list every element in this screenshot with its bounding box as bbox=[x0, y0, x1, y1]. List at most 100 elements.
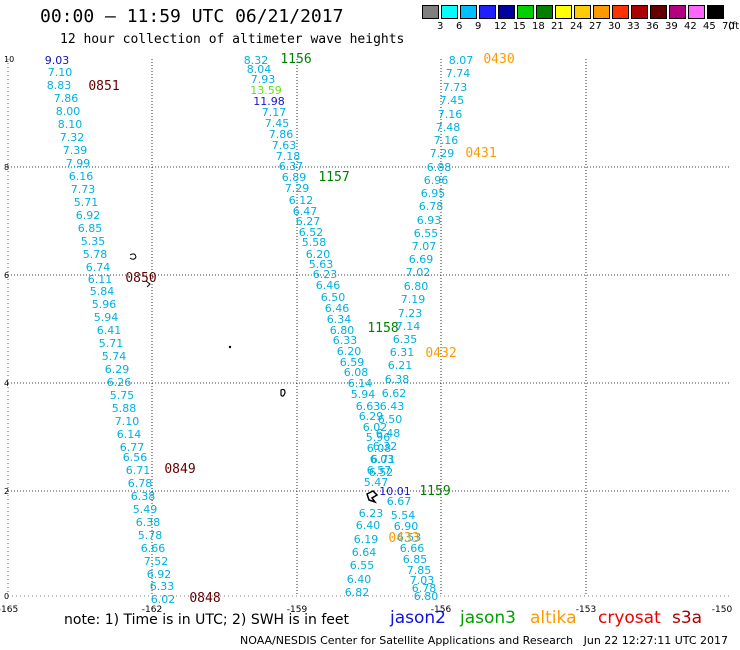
wave-height-value: 6.67 bbox=[387, 495, 412, 508]
wave-height-value: 6.08 bbox=[367, 442, 392, 455]
wave-height-value: 6.29 bbox=[359, 410, 384, 423]
wave-height-value: 6.66 bbox=[400, 542, 425, 555]
wave-height-value: 5.96 bbox=[366, 431, 391, 444]
wave-height-value: 6.33 bbox=[333, 334, 358, 347]
legend-label: 9 bbox=[475, 21, 482, 32]
wave-height-value: 6.20 bbox=[306, 248, 331, 261]
longitude-tick-label: -153 bbox=[576, 605, 596, 615]
wave-height-value: 6.14 bbox=[348, 377, 373, 390]
wave-height-value: 6.80 bbox=[404, 280, 429, 293]
legend-label: 12 bbox=[494, 21, 507, 32]
wave-height-value: 6.52 bbox=[299, 226, 324, 239]
credit-footer: NOAA/NESDIS Center for Satellite Applica… bbox=[240, 634, 729, 647]
wave-height-value: 6.66 bbox=[141, 542, 166, 555]
wave-height-value: 6.69 bbox=[409, 253, 434, 266]
legend-label: 27 bbox=[589, 21, 602, 32]
pass-time-label: 1157 bbox=[318, 170, 349, 185]
wave-height-value: 6.26 bbox=[107, 376, 132, 389]
wave-height-value: 8.83 bbox=[47, 79, 72, 92]
wave-height-value: 5.47 bbox=[364, 476, 389, 489]
wave-height-value: 6.37 bbox=[279, 160, 304, 173]
wave-height-value: 7.39 bbox=[63, 144, 88, 157]
wave-height-value: 6.27 bbox=[296, 215, 321, 228]
wave-height-value: 6.57 bbox=[367, 464, 392, 477]
wave-height-value: 6.50 bbox=[378, 413, 403, 426]
wave-height-value: 6.92 bbox=[147, 568, 172, 581]
wave-height-value: 8.04 bbox=[247, 63, 272, 76]
legend-label: 36 bbox=[646, 21, 659, 32]
wave-height-value: 7.29 bbox=[430, 147, 455, 160]
wave-height-value: 6.52 bbox=[369, 466, 394, 479]
wave-height-value: 6.88 bbox=[427, 161, 452, 174]
legend-label: 15 bbox=[513, 21, 526, 32]
wave-height-value: 6.92 bbox=[76, 209, 101, 222]
wave-height-value: 6.32 bbox=[373, 440, 398, 453]
longitude-tick-label: -150 bbox=[712, 605, 733, 615]
wave-height-value: 7.74 bbox=[446, 67, 471, 80]
legend-label: (ft) bbox=[728, 21, 740, 32]
wave-height-value: 7.63 bbox=[272, 139, 297, 152]
legend-swatch bbox=[422, 5, 439, 19]
legend-label: 33 bbox=[627, 21, 640, 32]
wave-height-value: 6.78 bbox=[412, 582, 437, 595]
legend-swatch bbox=[650, 5, 667, 19]
wave-height-value: 5.71 bbox=[99, 337, 124, 350]
wave-height-value: 11.98 bbox=[253, 95, 285, 108]
longitude-tick-label: -156 bbox=[431, 605, 452, 615]
wave-height-value: 5.74 bbox=[102, 350, 127, 363]
pass-time-label: 0430 bbox=[483, 52, 514, 67]
wave-height-value: 10.01 bbox=[379, 485, 411, 498]
island-shape bbox=[228, 345, 232, 349]
wave-height-value: 6.33 bbox=[150, 580, 175, 593]
wave-height-value: 7.52 bbox=[144, 555, 169, 568]
wave-height-value: 6.41 bbox=[97, 324, 122, 337]
wave-height-value: 5.94 bbox=[351, 388, 376, 401]
legend-label: 45 bbox=[703, 21, 716, 32]
wave-height-value: 6.77 bbox=[120, 441, 145, 454]
legend-label: 6 bbox=[456, 21, 463, 32]
legend-swatch bbox=[688, 5, 705, 19]
legend-label: 21 bbox=[551, 21, 564, 32]
wave-height-value: 6.71 bbox=[126, 464, 151, 477]
legend-swatch bbox=[517, 5, 534, 19]
wave-height-value: 5.49 bbox=[133, 503, 158, 516]
legend-swatch bbox=[479, 5, 496, 19]
wave-height-value: 7.99 bbox=[66, 157, 91, 170]
legend-label: 24 bbox=[570, 21, 583, 32]
wave-height-value: 6.35 bbox=[393, 333, 418, 346]
island-shape bbox=[280, 388, 286, 397]
wave-height-value: 7.48 bbox=[436, 121, 461, 134]
wave-height-value: 6.59 bbox=[340, 356, 365, 369]
pass-time-label: 0850 bbox=[125, 271, 156, 286]
latitude-tick-label: 0 bbox=[4, 592, 9, 601]
latitude-tick-label: 10 bbox=[4, 55, 14, 64]
longitude-tick-label: -165 bbox=[0, 605, 18, 615]
wave-height-value: 7.85 bbox=[407, 564, 432, 577]
wave-height-value: 6.78 bbox=[419, 200, 444, 213]
pass-time-label: 1156 bbox=[280, 52, 311, 67]
wave-height-value: 6.85 bbox=[403, 553, 428, 566]
wave-height-value: 6.90 bbox=[394, 520, 419, 533]
wave-height-value: 7.02 bbox=[406, 266, 431, 279]
wave-height-value: 6.40 bbox=[356, 519, 381, 532]
legend-label: 30 bbox=[608, 21, 621, 32]
pass-time-label: 0849 bbox=[164, 462, 195, 477]
wave-height-value: 7.18 bbox=[276, 150, 301, 163]
legend-swatch bbox=[555, 5, 572, 19]
wave-height-value: 6.38 bbox=[131, 490, 156, 503]
wave-height-value: 8.10 bbox=[58, 118, 83, 131]
wave-height-value: 6.82 bbox=[345, 586, 370, 599]
wave-height-value: 8.07 bbox=[449, 54, 474, 67]
wave-height-value: 6.62 bbox=[382, 387, 407, 400]
wave-height-value: 7.45 bbox=[440, 94, 465, 107]
wave-height-value: 6.64 bbox=[352, 546, 377, 559]
wave-height-value: 7.10 bbox=[48, 66, 73, 79]
wave-height-value: 7.16 bbox=[434, 134, 459, 147]
pass-time-label: 1158 bbox=[367, 321, 398, 336]
wave-height-value: 5.94 bbox=[94, 311, 119, 324]
island-shape bbox=[366, 490, 379, 504]
wave-height-value: 6.53 bbox=[397, 531, 422, 544]
wave-height-value: 5.71 bbox=[74, 196, 99, 209]
wave-height-value: 7.14 bbox=[396, 320, 421, 333]
